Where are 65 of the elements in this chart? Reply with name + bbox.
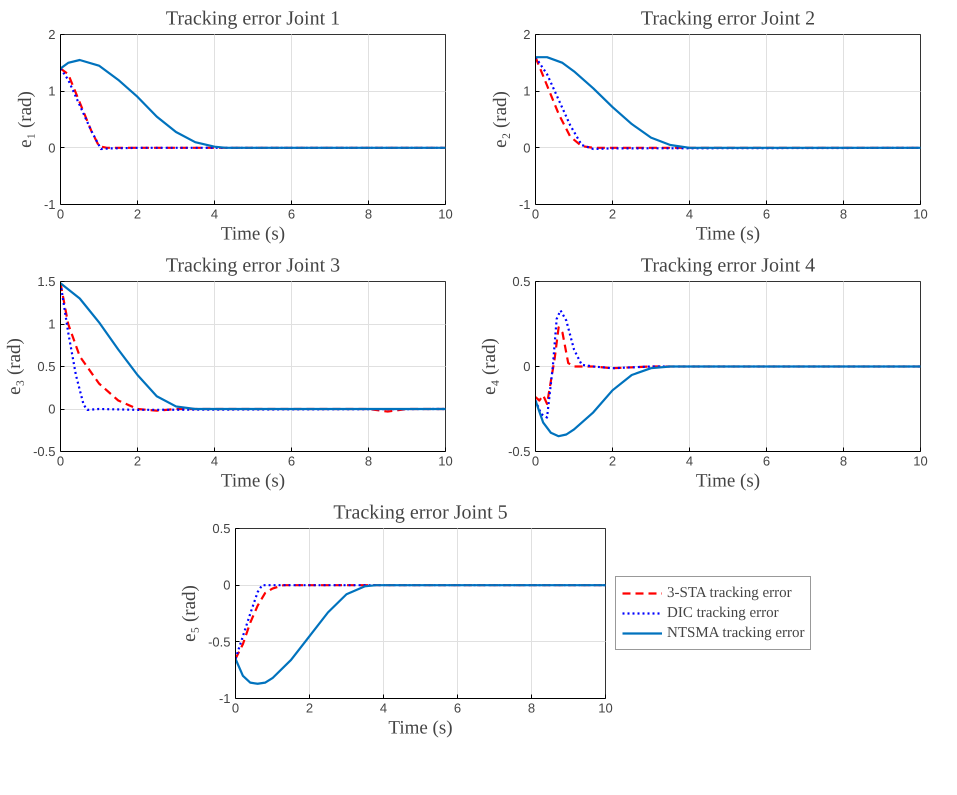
x-tick-label: 2 xyxy=(608,454,616,468)
x-tick-label: 2 xyxy=(306,700,314,716)
x-tick-label: 10 xyxy=(913,454,928,468)
line-series xyxy=(236,584,606,685)
chart-title: Tracking error Joint 3 xyxy=(166,254,340,276)
y-tick-label: -0.5 xyxy=(33,444,56,459)
y-tick-label: 0.5 xyxy=(212,521,231,536)
y-tick-label: 0.5 xyxy=(512,274,531,289)
y-tick-label: 2 xyxy=(523,27,531,42)
y-axis-title: e₂ (rad) xyxy=(490,91,511,148)
y-tick-label: 0.5 xyxy=(37,359,56,374)
y-axis-title: e₄ (rad) xyxy=(479,338,500,395)
x-tick-label: 2 xyxy=(134,206,142,222)
x-tick-label: 8 xyxy=(364,454,372,468)
y-tick-label: 0 xyxy=(223,578,231,593)
legend-label: DIC tracking error xyxy=(667,604,779,622)
x-tick-label: 8 xyxy=(840,206,848,222)
x-axis-title: Time (s) xyxy=(696,470,760,492)
y-tick-label: -1 xyxy=(44,197,56,212)
line-series xyxy=(536,365,920,438)
y-axis-title: e₃ (rad) xyxy=(4,338,26,395)
y-tick-label: 1 xyxy=(48,316,56,332)
y-tick-label: 0 xyxy=(48,140,56,156)
y-tick-label: 2 xyxy=(48,27,56,42)
x-tick-label: 6 xyxy=(762,206,770,222)
y-tick-label: 0 xyxy=(523,140,531,156)
chart-title: Tracking error Joint 5 xyxy=(333,502,508,524)
y-tick-label: 0 xyxy=(48,402,56,416)
x-tick-label: 10 xyxy=(913,206,928,222)
chart-title: Tracking error Joint 4 xyxy=(640,254,816,276)
x-tick-label: 4 xyxy=(686,454,694,468)
y-axis-title: e₁ (rad) xyxy=(14,91,36,148)
x-axis-title: Time (s) xyxy=(220,224,286,244)
x-tick-label: 4 xyxy=(686,206,694,222)
x-tick-label: 6 xyxy=(288,454,296,468)
x-tick-label: 8 xyxy=(840,454,848,468)
legend-label: NTSMA tracking error xyxy=(667,624,804,642)
x-tick-label: 10 xyxy=(438,454,453,468)
y-tick-label: 0 xyxy=(523,359,531,374)
x-axis-title: Time (s) xyxy=(388,718,453,738)
y-tick-label: 1 xyxy=(48,84,56,99)
legend-label: 3-STA tracking error xyxy=(667,584,792,602)
chart-title: Tracking error Joint 2 xyxy=(640,8,816,30)
y-tick-label: -0.5 xyxy=(208,634,231,650)
x-tick-label: 10 xyxy=(438,206,453,222)
y-axis-title: e₅ (rad) xyxy=(179,585,200,642)
x-tick-label: 6 xyxy=(288,206,296,222)
x-axis-title: Time (s) xyxy=(696,224,760,244)
y-tick-label: 1 xyxy=(523,84,531,99)
x-tick-label: 4 xyxy=(210,454,218,468)
x-tick-label: 4 xyxy=(210,206,218,222)
y-tick-label: -1 xyxy=(518,197,531,212)
x-tick-label: 6 xyxy=(454,700,462,716)
y-tick-label: 1.5 xyxy=(37,274,56,289)
chart-title: Tracking error Joint 1 xyxy=(166,8,340,30)
x-axis-title: Time (s) xyxy=(220,470,286,492)
x-tick-label: 2 xyxy=(608,206,616,222)
x-tick-label: 2 xyxy=(134,454,142,468)
x-tick-label: 8 xyxy=(364,206,372,222)
x-tick-label: 10 xyxy=(598,700,613,716)
y-tick-label: -0.5 xyxy=(508,444,531,459)
y-tick-label: -1 xyxy=(218,691,231,706)
x-tick-label: 8 xyxy=(528,700,536,716)
x-tick-label: 4 xyxy=(380,700,388,716)
x-tick-label: 6 xyxy=(762,454,770,468)
